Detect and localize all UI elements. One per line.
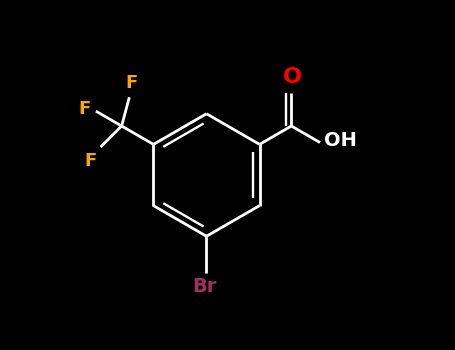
Text: OH: OH bbox=[324, 131, 357, 150]
Text: F: F bbox=[85, 152, 97, 170]
Text: F: F bbox=[79, 100, 91, 118]
Text: Br: Br bbox=[192, 277, 217, 296]
Text: O: O bbox=[283, 66, 302, 87]
Text: F: F bbox=[125, 74, 137, 92]
